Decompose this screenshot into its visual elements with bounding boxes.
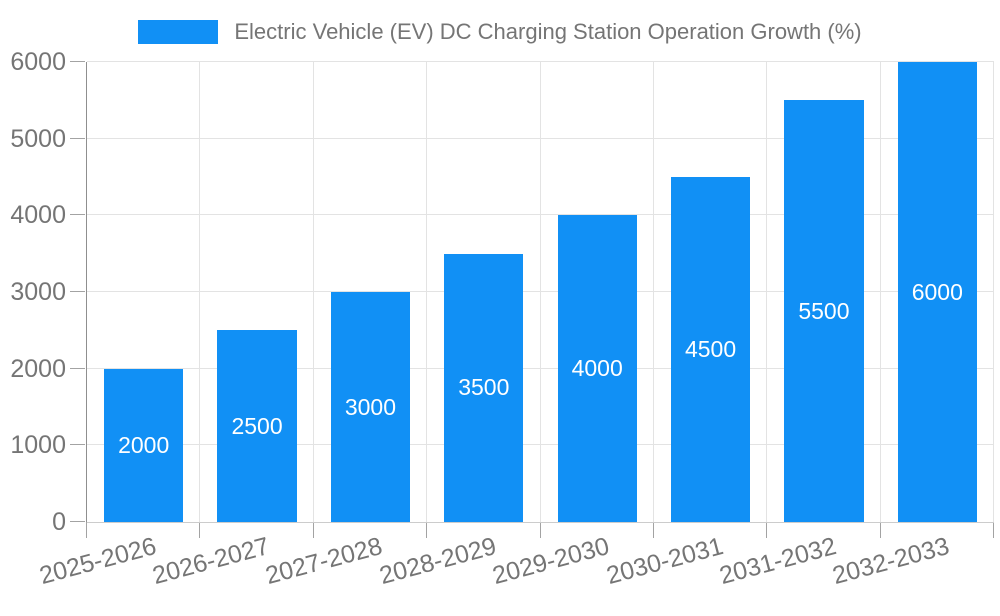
gridline-v xyxy=(426,62,428,522)
bar[interactable]: 5500 xyxy=(784,100,864,522)
bar[interactable]: 2500 xyxy=(217,330,297,522)
gridline-v xyxy=(652,62,654,522)
bar-value-label: 3500 xyxy=(458,374,510,401)
gridline-v xyxy=(199,62,201,522)
gridline-h xyxy=(87,61,994,62)
bar-value-label: 6000 xyxy=(911,278,963,305)
bar-chart: Electric Vehicle (EV) DC Charging Statio… xyxy=(0,16,1000,590)
gridline-v xyxy=(993,62,994,522)
gridline-v xyxy=(539,62,541,522)
bar[interactable]: 4500 xyxy=(670,177,751,522)
gridline-h xyxy=(87,291,994,292)
bar-value-label: 2500 xyxy=(231,412,283,439)
bar[interactable]: 3500 xyxy=(444,253,524,522)
x-axis-tick xyxy=(539,522,541,538)
bar[interactable]: 2000 xyxy=(104,368,184,522)
bar-value-label: 4000 xyxy=(571,355,623,382)
y-axis-tick xyxy=(70,291,85,292)
y-axis-line xyxy=(86,62,87,522)
x-axis-line xyxy=(87,522,994,523)
bar-value-label: 3000 xyxy=(344,393,397,420)
bar-value-label: 2000 xyxy=(118,431,170,458)
x-axis-tick xyxy=(199,522,201,538)
gridline-v xyxy=(879,62,881,522)
y-axis-tick xyxy=(70,137,85,139)
y-axis-tick xyxy=(70,444,85,446)
legend[interactable]: Electric Vehicle (EV) DC Charging Statio… xyxy=(0,16,1000,48)
legend-swatch-icon xyxy=(138,20,219,44)
x-axis-tick xyxy=(766,522,768,538)
x-axis-tick xyxy=(993,522,994,538)
y-axis-tick-label: 1000 xyxy=(10,431,66,460)
x-axis-tick xyxy=(312,522,314,538)
bar[interactable]: 4000 xyxy=(557,215,637,522)
x-axis-tick xyxy=(426,522,428,538)
bar-value-label: 4500 xyxy=(684,336,737,362)
bar-value-label: 5500 xyxy=(798,297,850,324)
legend-label: Electric Vehicle (EV) DC Charging Statio… xyxy=(234,19,862,44)
y-axis-tick-label: 0 xyxy=(52,508,66,536)
x-axis-tick xyxy=(652,522,654,538)
x-axis-tick xyxy=(879,522,881,538)
y-axis-tick-label: 5000 xyxy=(10,124,66,153)
y-axis-tick-label: 4000 xyxy=(10,201,66,230)
y-axis-tick xyxy=(70,367,85,369)
y-axis-tick-label: 2000 xyxy=(10,354,66,383)
y-axis-tick-label: 3000 xyxy=(10,278,66,306)
y-axis-tick xyxy=(70,521,85,522)
y-axis-tick xyxy=(70,61,85,62)
x-axis-tick xyxy=(86,522,87,538)
gridline-v xyxy=(766,62,768,522)
bar[interactable]: 3000 xyxy=(330,292,411,522)
gridline-v xyxy=(312,62,314,522)
gridline-h xyxy=(87,444,994,446)
bar[interactable]: 6000 xyxy=(897,62,977,522)
gridline-h xyxy=(87,137,994,139)
y-axis-tick-label: 6000 xyxy=(10,48,66,76)
gridline-h xyxy=(87,367,994,369)
gridline-h xyxy=(87,214,994,216)
y-axis-tick xyxy=(70,214,85,216)
